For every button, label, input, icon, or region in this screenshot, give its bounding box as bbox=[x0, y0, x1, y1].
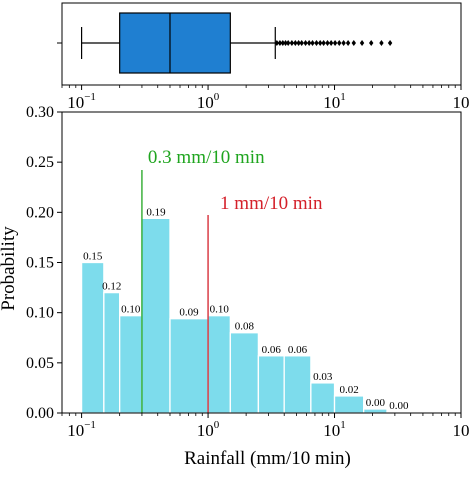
boxplot-outlier bbox=[306, 40, 312, 46]
histogram-x-tick-exponent: 0 bbox=[214, 419, 220, 431]
reference-line-label: 0.3 mm/10 min bbox=[148, 147, 265, 168]
boxplot-outlier bbox=[359, 40, 365, 46]
boxplot-outlier bbox=[277, 40, 283, 46]
boxplot-x-tick-base: 10 bbox=[453, 93, 470, 112]
histogram-panel: 0.150.120.100.190.09 0.100.080.06 0.060.03… bbox=[0, 104, 470, 469]
boxplot-outlier bbox=[379, 40, 384, 46]
histogram-bar bbox=[119, 315, 143, 414]
boxplot-outlier bbox=[387, 40, 393, 46]
y-axis-title: Probability bbox=[0, 226, 19, 311]
boxplot-outlier bbox=[310, 40, 315, 46]
histogram-x-tick-base: 10 bbox=[197, 421, 214, 440]
bar-value-label: 0.03 bbox=[313, 371, 333, 383]
boxplot-x-tick-label: 100 bbox=[197, 91, 220, 112]
y-tick-label: 0.30 bbox=[26, 104, 54, 121]
histogram-bar bbox=[333, 395, 365, 414]
boxplot-outlier bbox=[325, 40, 330, 46]
boxplot-x-tick-label: 10−1 bbox=[67, 91, 96, 112]
boxplot-frame bbox=[61, 2, 462, 86]
histogram-bar bbox=[80, 261, 105, 414]
bar-value-label: 0.02 bbox=[339, 384, 358, 396]
bar-value-label: 0.15 bbox=[83, 251, 103, 263]
boxplot-outlier bbox=[351, 40, 356, 46]
boxplot-box bbox=[119, 12, 231, 74]
boxplot-outlier bbox=[299, 40, 304, 46]
histogram-bar bbox=[363, 408, 388, 414]
histogram-x-tick-label: 10−1 bbox=[67, 419, 96, 440]
boxplot-outlier bbox=[317, 40, 323, 46]
bar-value-label: 0.00 bbox=[366, 397, 386, 409]
histogram-x-tick-label: 10 bbox=[453, 421, 470, 440]
boxplot-x-tick-label: 101 bbox=[323, 91, 346, 112]
boxplot-outlier bbox=[296, 40, 301, 46]
histogram-bar bbox=[207, 315, 231, 414]
y-tick-label: 0.10 bbox=[26, 305, 54, 322]
histogram-bar bbox=[310, 382, 336, 414]
boxplot-panel: 10−1 100 101 10 bbox=[57, 2, 470, 112]
y-tick-label: 0.05 bbox=[26, 355, 54, 372]
boxplot-x-tick-exponent: 0 bbox=[214, 91, 220, 103]
bar-value-label: 0.06 bbox=[262, 344, 282, 356]
histogram-x-tick-label: 100 bbox=[197, 419, 220, 440]
bar-value-label: 0.12 bbox=[102, 281, 121, 293]
boxplot-outlier bbox=[345, 40, 351, 46]
boxplot-outlier bbox=[321, 40, 326, 46]
boxplot-outlier bbox=[293, 40, 298, 46]
histogram-bar bbox=[257, 355, 285, 414]
histogram-x-tick-label: 101 bbox=[323, 419, 346, 440]
boxplot-outlier bbox=[285, 40, 291, 46]
histogram-x-tick-exponent: 1 bbox=[340, 419, 346, 431]
bar-value-label: 0.09 bbox=[179, 307, 199, 319]
boxplot-outlier bbox=[289, 40, 295, 46]
histogram-bar bbox=[103, 291, 121, 414]
boxplot-outlier bbox=[328, 40, 334, 46]
boxplot-x-tick-base: 10 bbox=[323, 93, 340, 112]
histogram-bar bbox=[283, 355, 312, 414]
bar-value-label: 0.10 bbox=[210, 304, 230, 316]
boxplot-outlier bbox=[303, 40, 308, 46]
histogram-x-tick-base: 10 bbox=[453, 421, 470, 440]
boxplot-x-tick-exponent: 1 bbox=[340, 91, 346, 103]
boxplot-x-tick-exponent: −1 bbox=[84, 91, 96, 103]
boxplot-outlier bbox=[341, 40, 346, 46]
boxplot-outlier bbox=[274, 40, 280, 46]
histogram-x-tick-base: 10 bbox=[323, 421, 340, 440]
boxplot-x-tick-base: 10 bbox=[67, 93, 84, 112]
histogram-x-tick-exponent: −1 bbox=[84, 419, 96, 431]
reference-line-label: 1 mm/10 min bbox=[220, 193, 323, 214]
boxplot-outlier bbox=[280, 40, 286, 46]
y-tick-label: 0.20 bbox=[26, 204, 54, 221]
bar-value-label: 0.06 bbox=[288, 344, 308, 356]
histogram-bar bbox=[169, 318, 209, 414]
histogram-bar bbox=[141, 217, 171, 414]
boxplot-outlier bbox=[283, 40, 288, 46]
histogram-x-tick-base: 10 bbox=[67, 421, 84, 440]
y-tick-label: 0.15 bbox=[26, 255, 54, 272]
boxplot-outlier bbox=[332, 40, 338, 46]
bar-value-label: 0.10 bbox=[121, 304, 141, 316]
bar-value-label: 0.08 bbox=[235, 321, 255, 333]
boxplot-outlier bbox=[314, 40, 319, 46]
boxplot-x-tick-label: 10 bbox=[453, 93, 470, 112]
x-axis-title: Rainfall (mm/10 min) bbox=[184, 448, 351, 469]
histogram-bar bbox=[229, 332, 260, 414]
bar-value-label: 0.00 bbox=[389, 400, 409, 412]
boxplot-outlier bbox=[337, 40, 342, 46]
y-tick-label: 0.25 bbox=[26, 154, 54, 171]
boxplot-outlier bbox=[369, 40, 374, 46]
y-tick-label: 0.00 bbox=[26, 405, 54, 422]
boxplot-x-tick-base: 10 bbox=[197, 93, 214, 112]
bar-value-label: 0.19 bbox=[146, 206, 166, 218]
